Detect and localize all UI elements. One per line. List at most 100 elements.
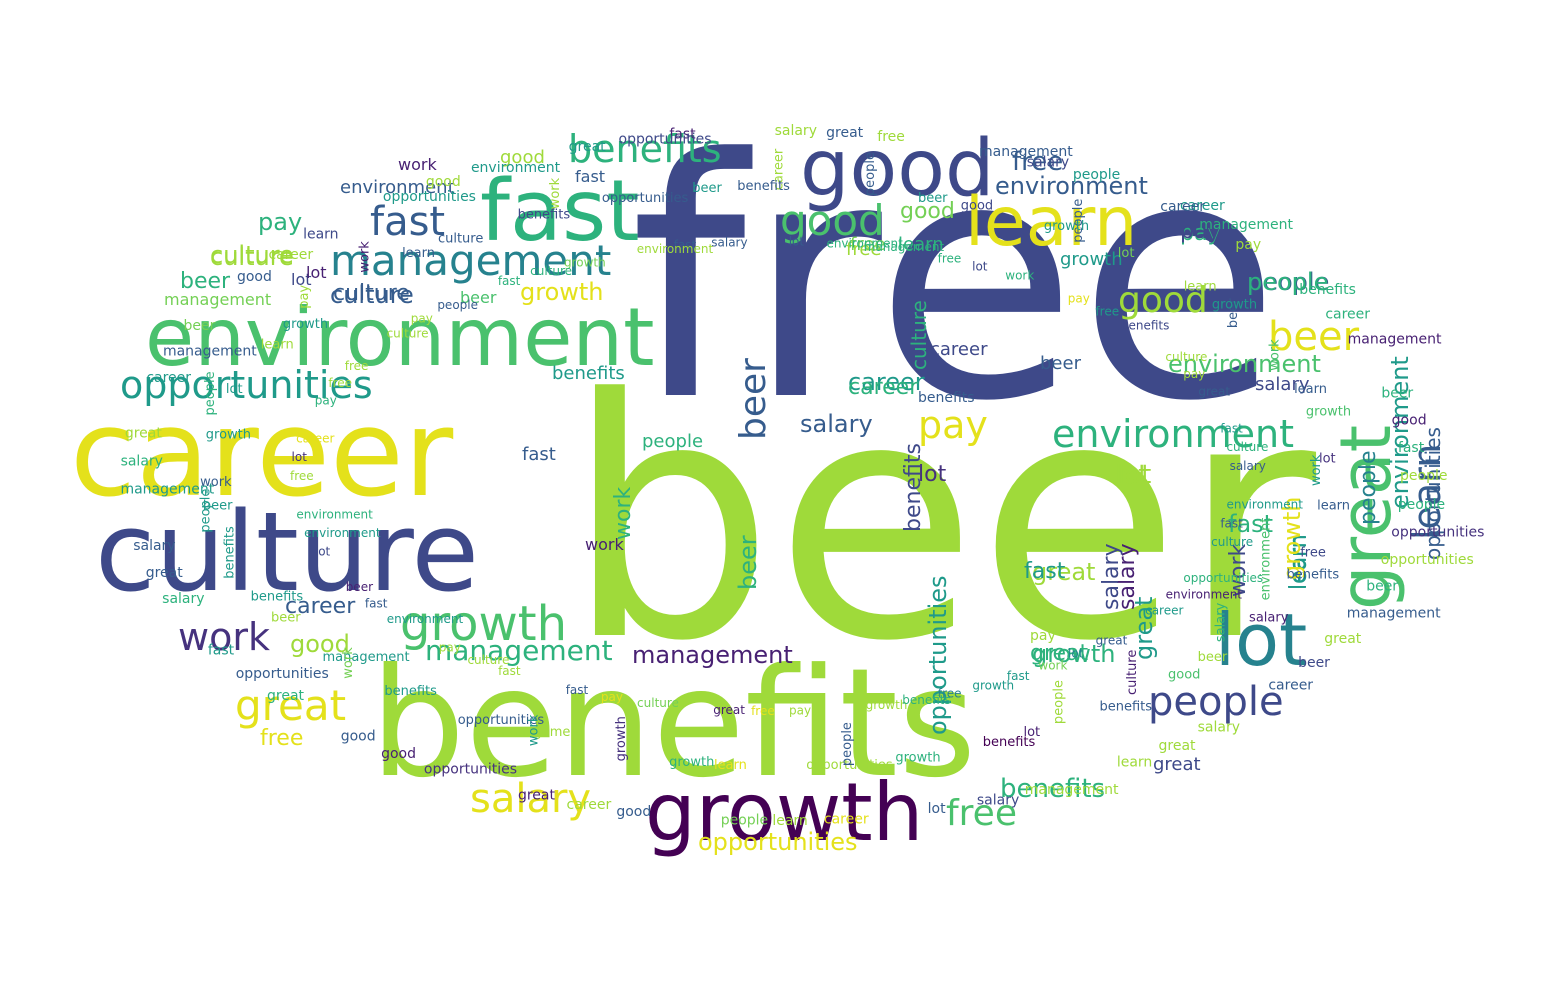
cloud-word-benefits: benefits	[737, 179, 790, 194]
cloud-word-work: work	[526, 714, 541, 746]
cloud-word-good: good	[800, 124, 994, 214]
cloud-word-salary: salary	[977, 793, 1019, 809]
cloud-word-opportunities: opportunities	[619, 132, 712, 148]
cloud-word-culture: culture	[907, 300, 931, 370]
cloud-word-culture: culture	[330, 281, 414, 309]
cloud-word-free: free	[751, 704, 775, 718]
cloud-word-lot: lot	[306, 263, 327, 282]
cloud-word-work: work	[1268, 339, 1283, 371]
cloud-word-lot: lot	[1115, 460, 1148, 490]
cloud-word-career: career	[772, 148, 787, 190]
cloud-word-free: free	[328, 376, 352, 390]
cloud-word-great: great	[826, 125, 864, 141]
cloud-word-people: people	[203, 371, 218, 415]
cloud-word-free: free	[345, 359, 369, 373]
cloud-word-benefits: benefits	[902, 693, 951, 707]
cloud-word-pay: pay	[439, 641, 461, 655]
cloud-word-opportunities: opportunities	[1421, 427, 1445, 560]
cloud-word-growth: growth	[400, 596, 567, 652]
cloud-word-management: management	[1199, 217, 1293, 233]
cloud-word-environment: environment	[1052, 412, 1294, 456]
cloud-word-beer: beer	[1198, 650, 1228, 665]
cloud-word-fast: fast	[669, 126, 696, 142]
cloud-word-culture: culture	[1125, 650, 1140, 695]
cloud-word-lot: lot	[292, 450, 308, 464]
cloud-word-lot: lot	[226, 382, 243, 397]
cloud-word-fast: fast	[498, 664, 521, 678]
cloud-word-beer: beer	[1298, 655, 1330, 671]
cloud-word-pay: pay	[1183, 367, 1205, 381]
cloud-word-fast: fast	[566, 683, 589, 697]
cloud-word-environment: environment	[995, 172, 1148, 200]
cloud-word-learn: learn	[1317, 498, 1350, 513]
cloud-word-salary: salary	[1249, 610, 1289, 625]
cloud-word-growth: growth	[1278, 496, 1306, 580]
cloud-word-good: good	[500, 147, 545, 168]
cloud-word-learn: learn	[714, 758, 747, 773]
cloud-word-lot: lot	[1215, 598, 1307, 682]
cloud-word-beer: beer	[1366, 579, 1398, 595]
cloud-word-environment: environment	[637, 242, 714, 256]
cloud-word-great: great	[125, 426, 163, 442]
cloud-word-opportunities: opportunities	[602, 191, 689, 206]
cloud-word-great: great	[1324, 631, 1362, 647]
cloud-word-people: people	[721, 812, 768, 828]
cloud-word-work: work	[1038, 658, 1067, 672]
cloud-word-growth: growth	[614, 716, 629, 761]
cloud-word-salary: salary	[1255, 374, 1310, 395]
cloud-word-environment: environment	[1386, 356, 1414, 509]
cloud-word-good: good	[1168, 668, 1200, 683]
cloud-word-career: career	[567, 797, 612, 813]
cloud-word-learn: learn	[303, 226, 338, 242]
cloud-word-pay: pay	[258, 208, 302, 236]
cloud-word-people: people	[198, 489, 213, 533]
cloud-word-pay: pay	[1068, 291, 1090, 305]
cloud-word-people: people	[1400, 468, 1447, 484]
cloud-word-lot: lot	[928, 801, 946, 817]
cloud-word-learn: learn	[1405, 444, 1449, 540]
cloud-word-salary: salary	[711, 235, 747, 249]
cloud-word-benefits: benefits	[901, 443, 926, 532]
cloud-word-people: people	[1051, 680, 1066, 724]
cloud-word-salary: salary	[121, 453, 163, 469]
cloud-word-free: free	[938, 687, 962, 701]
cloud-word-free: free	[846, 239, 882, 260]
cloud-word-beer: beer	[1268, 314, 1360, 360]
cloud-word-good: good	[381, 746, 416, 762]
cloud-word-learn: learn	[1286, 534, 1311, 590]
cloud-word-growth: growth	[1306, 404, 1351, 419]
cloud-word-salary: salary	[800, 410, 873, 438]
cloud-word-learn: learn	[772, 813, 807, 829]
cloud-word-work: work	[1309, 454, 1324, 486]
cloud-word-opportunities: opportunities	[1381, 552, 1474, 568]
cloud-word-great: great	[1096, 634, 1128, 648]
cloud-word-free: free	[260, 726, 303, 751]
cloud-word-work: work	[200, 475, 232, 490]
cloud-word-work: work	[1005, 269, 1034, 283]
cloud-word-learn: learn	[898, 234, 944, 255]
cloud-word-management: management	[1025, 782, 1119, 798]
cloud-word-pay: pay	[411, 312, 433, 326]
cloud-word-culture: culture	[333, 281, 410, 306]
cloud-word-growth: growth	[283, 317, 328, 332]
cloud-word-growth: growth	[1044, 219, 1089, 234]
cloud-word-good: good	[961, 198, 993, 213]
cloud-word-pay: pay	[918, 403, 988, 447]
cloud-word-growth: growth	[645, 766, 923, 859]
cloud-word-pay: pay	[789, 704, 811, 718]
cloud-word-free: free	[1300, 545, 1326, 560]
cloud-word-lot: lot	[1319, 452, 1336, 467]
cloud-word-benefits: benefits	[1299, 282, 1356, 298]
cloud-word-good: good	[780, 196, 885, 245]
cloud-word-great: great	[1159, 738, 1197, 754]
cloud-word-salary: salary	[775, 123, 817, 139]
cloud-word-fast: fast	[1220, 421, 1243, 435]
cloud-word-salary: salary	[1213, 602, 1228, 642]
cloud-word-lot: lot	[789, 234, 805, 248]
cloud-word-good: good	[1392, 413, 1427, 429]
cloud-word-pay: pay	[1235, 237, 1261, 253]
cloud-word-great: great	[1153, 754, 1201, 775]
cloud-word-beer: beer	[346, 580, 373, 594]
cloud-word-fast: fast	[365, 596, 388, 610]
cloud-word-culture: culture	[1226, 440, 1268, 454]
